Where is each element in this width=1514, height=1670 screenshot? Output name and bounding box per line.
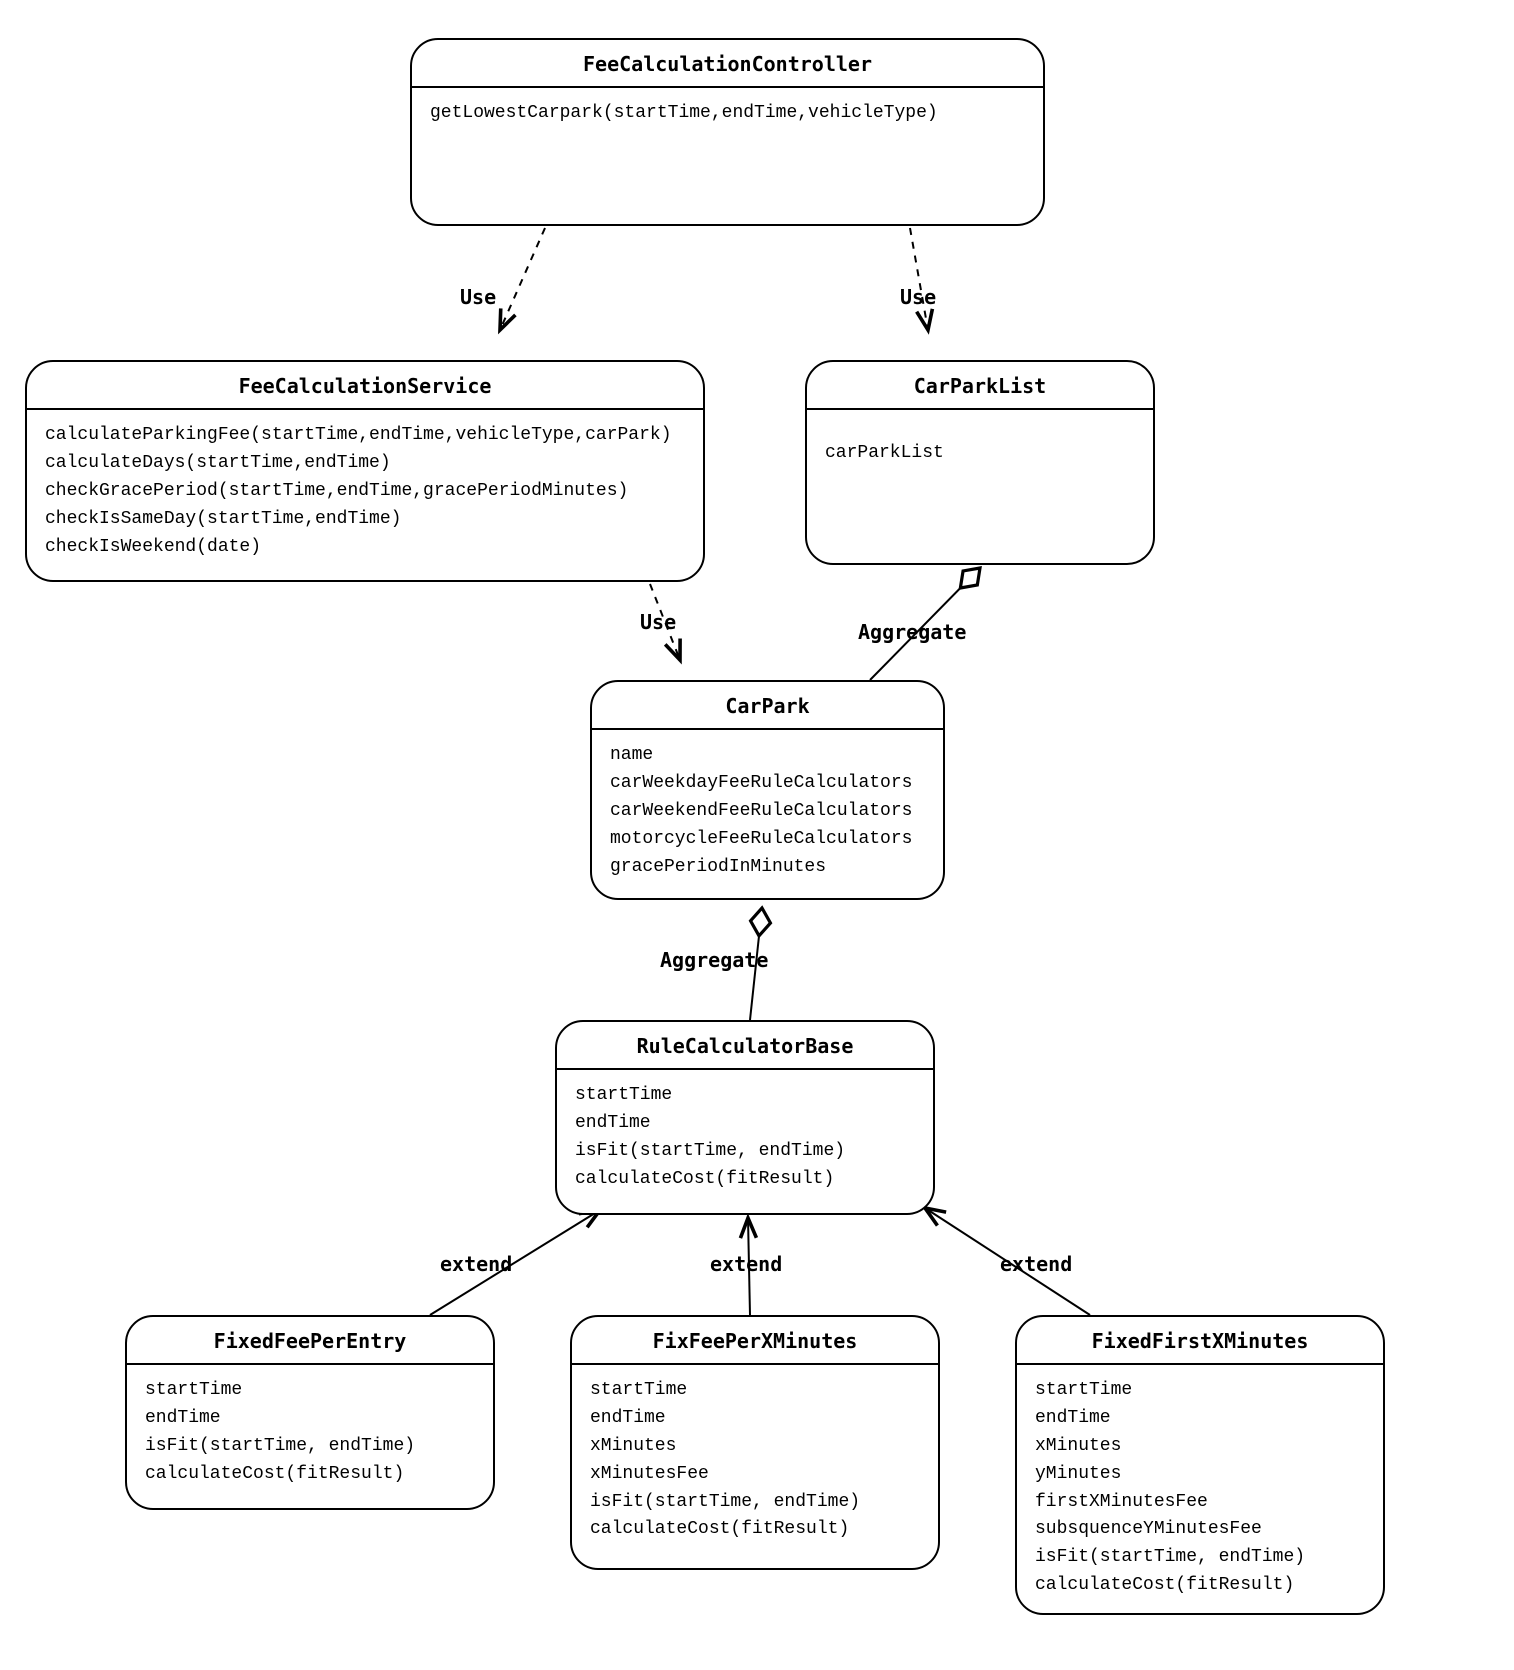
class-member: checkIsWeekend(date) xyxy=(45,534,685,562)
class-member: yMinutes xyxy=(1035,1461,1365,1489)
class-members: calculateParkingFee(startTime,endTime,ve… xyxy=(27,410,703,573)
class-member: endTime xyxy=(575,1110,915,1138)
class-member: calculateCost(fitResult) xyxy=(145,1461,475,1489)
class-members: startTimeendTimexMinutesyMinutesfirstXMi… xyxy=(1017,1365,1383,1612)
class-members: getLowestCarpark(startTime,endTime,vehic… xyxy=(412,88,1043,140)
class-member: endTime xyxy=(1035,1405,1365,1433)
class-members: namecarWeekdayFeeRuleCalculatorscarWeeke… xyxy=(592,730,943,893)
class-member: carParkList xyxy=(825,440,1135,468)
class-title: FixedFeePerEntry xyxy=(127,1317,493,1365)
class-member: calculateCost(fitResult) xyxy=(575,1166,915,1194)
class-member: isFit(startTime, endTime) xyxy=(1035,1544,1365,1572)
edge-label-use3: Use xyxy=(640,610,676,634)
class-member: endTime xyxy=(590,1405,920,1433)
class-member: calculateCost(fitResult) xyxy=(590,1516,920,1544)
class-member: subsquenceYMinutesFee xyxy=(1035,1516,1365,1544)
class-members: carParkList xyxy=(807,410,1153,480)
class-title: RuleCalculatorBase xyxy=(557,1022,933,1070)
class-box-rulebase: RuleCalculatorBase startTimeendTimeisFit… xyxy=(555,1020,935,1215)
edge-label-extend3: extend xyxy=(1000,1252,1072,1276)
class-member: xMinutesFee xyxy=(590,1461,920,1489)
class-member: checkGracePeriod(startTime,endTime,grace… xyxy=(45,478,685,506)
edge-label-extend2: extend xyxy=(710,1252,782,1276)
edge-label-use2: Use xyxy=(900,285,936,309)
class-title: FixFeePerXMinutes xyxy=(572,1317,938,1365)
class-members: startTimeendTimexMinutesxMinutesFeeisFit… xyxy=(572,1365,938,1556)
class-title: FeeCalculationService xyxy=(27,362,703,410)
class-title: FixedFirstXMinutes xyxy=(1017,1317,1383,1365)
class-member: startTime xyxy=(145,1377,475,1405)
class-title: CarPark xyxy=(592,682,943,730)
class-member: xMinutes xyxy=(1035,1433,1365,1461)
class-box-fixperx: FixFeePerXMinutes startTimeendTimexMinut… xyxy=(570,1315,940,1570)
class-member: calculateDays(startTime,endTime) xyxy=(45,450,685,478)
class-member: motorcycleFeeRuleCalculators xyxy=(610,826,925,854)
edge-label-extend1: extend xyxy=(440,1252,512,1276)
class-box-fixedfirstx: FixedFirstXMinutes startTimeendTimexMinu… xyxy=(1015,1315,1385,1615)
class-member: firstXMinutesFee xyxy=(1035,1489,1365,1517)
class-members: startTimeendTimeisFit(startTime, endTime… xyxy=(127,1365,493,1501)
class-box-service: FeeCalculationService calculateParkingFe… xyxy=(25,360,705,582)
class-box-carparklist: CarParkList carParkList xyxy=(805,360,1155,565)
edge-label-aggregate1: Aggregate xyxy=(858,620,966,644)
class-member: calculateCost(fitResult) xyxy=(1035,1572,1365,1600)
class-box-carpark: CarPark namecarWeekdayFeeRuleCalculators… xyxy=(590,680,945,900)
class-members: startTimeendTimeisFit(startTime, endTime… xyxy=(557,1070,933,1206)
class-member: isFit(startTime, endTime) xyxy=(575,1138,915,1166)
class-member: endTime xyxy=(145,1405,475,1433)
class-member: carWeekdayFeeRuleCalculators xyxy=(610,770,925,798)
class-member: gracePeriodInMinutes xyxy=(610,854,925,882)
class-member: calculateParkingFee(startTime,endTime,ve… xyxy=(45,422,685,450)
class-member: xMinutes xyxy=(590,1433,920,1461)
class-member: carWeekendFeeRuleCalculators xyxy=(610,798,925,826)
edge-label-aggregate2: Aggregate xyxy=(660,948,768,972)
class-member: checkIsSameDay(startTime,endTime) xyxy=(45,506,685,534)
class-box-fixedentry: FixedFeePerEntry startTimeendTimeisFit(s… xyxy=(125,1315,495,1510)
edge-label-use1: Use xyxy=(460,285,496,309)
class-member: startTime xyxy=(575,1082,915,1110)
class-member: startTime xyxy=(1035,1377,1365,1405)
class-member: getLowestCarpark(startTime,endTime,vehic… xyxy=(430,100,1025,128)
class-box-controller: FeeCalculationController getLowestCarpar… xyxy=(410,38,1045,226)
class-member: isFit(startTime, endTime) xyxy=(145,1433,475,1461)
class-title: FeeCalculationController xyxy=(412,40,1043,88)
class-member: name xyxy=(610,742,925,770)
class-member: startTime xyxy=(590,1377,920,1405)
class-title: CarParkList xyxy=(807,362,1153,410)
class-member: isFit(startTime, endTime) xyxy=(590,1489,920,1517)
